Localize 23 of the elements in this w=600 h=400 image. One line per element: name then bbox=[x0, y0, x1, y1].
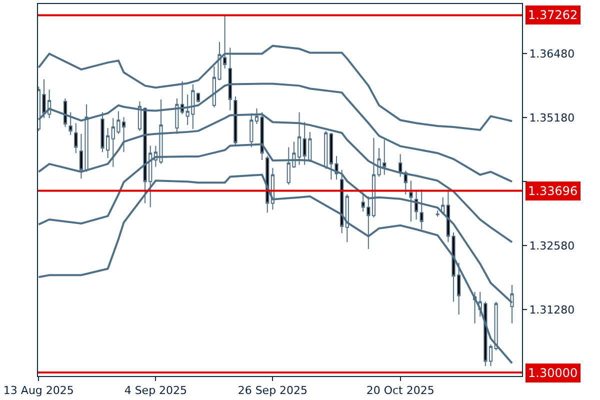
ref-line-label: 1.33696 bbox=[528, 184, 578, 198]
candlestick bbox=[74, 122, 78, 154]
candlestick bbox=[409, 180, 413, 222]
x-tick-label: 4 Sep 2025 bbox=[124, 384, 188, 398]
y-tick-label: 1.35180 bbox=[529, 112, 575, 125]
y-tick-label: 1.31280 bbox=[529, 303, 575, 316]
candlestick bbox=[345, 194, 349, 243]
x-tick-label: 13 Aug 2025 bbox=[3, 384, 74, 398]
x-tick-label: 26 Sep 2025 bbox=[238, 384, 308, 398]
candlestick bbox=[398, 154, 402, 178]
y-tick-label: 1.32580 bbox=[529, 239, 575, 252]
ref-line-label: 1.37262 bbox=[528, 8, 578, 22]
candlestick bbox=[63, 98, 68, 128]
ref-line-label: 1.30000 bbox=[528, 366, 578, 380]
candlestick bbox=[494, 301, 498, 351]
candlestick bbox=[196, 92, 200, 103]
candlestick bbox=[420, 189, 424, 230]
candlestick bbox=[436, 210, 440, 218]
y-tick-label: 1.36480 bbox=[529, 48, 575, 61]
x-tick-label: 20 Oct 2025 bbox=[366, 384, 434, 398]
candlestick bbox=[68, 112, 72, 136]
candlestick bbox=[414, 190, 418, 220]
candlestick bbox=[488, 344, 493, 367]
